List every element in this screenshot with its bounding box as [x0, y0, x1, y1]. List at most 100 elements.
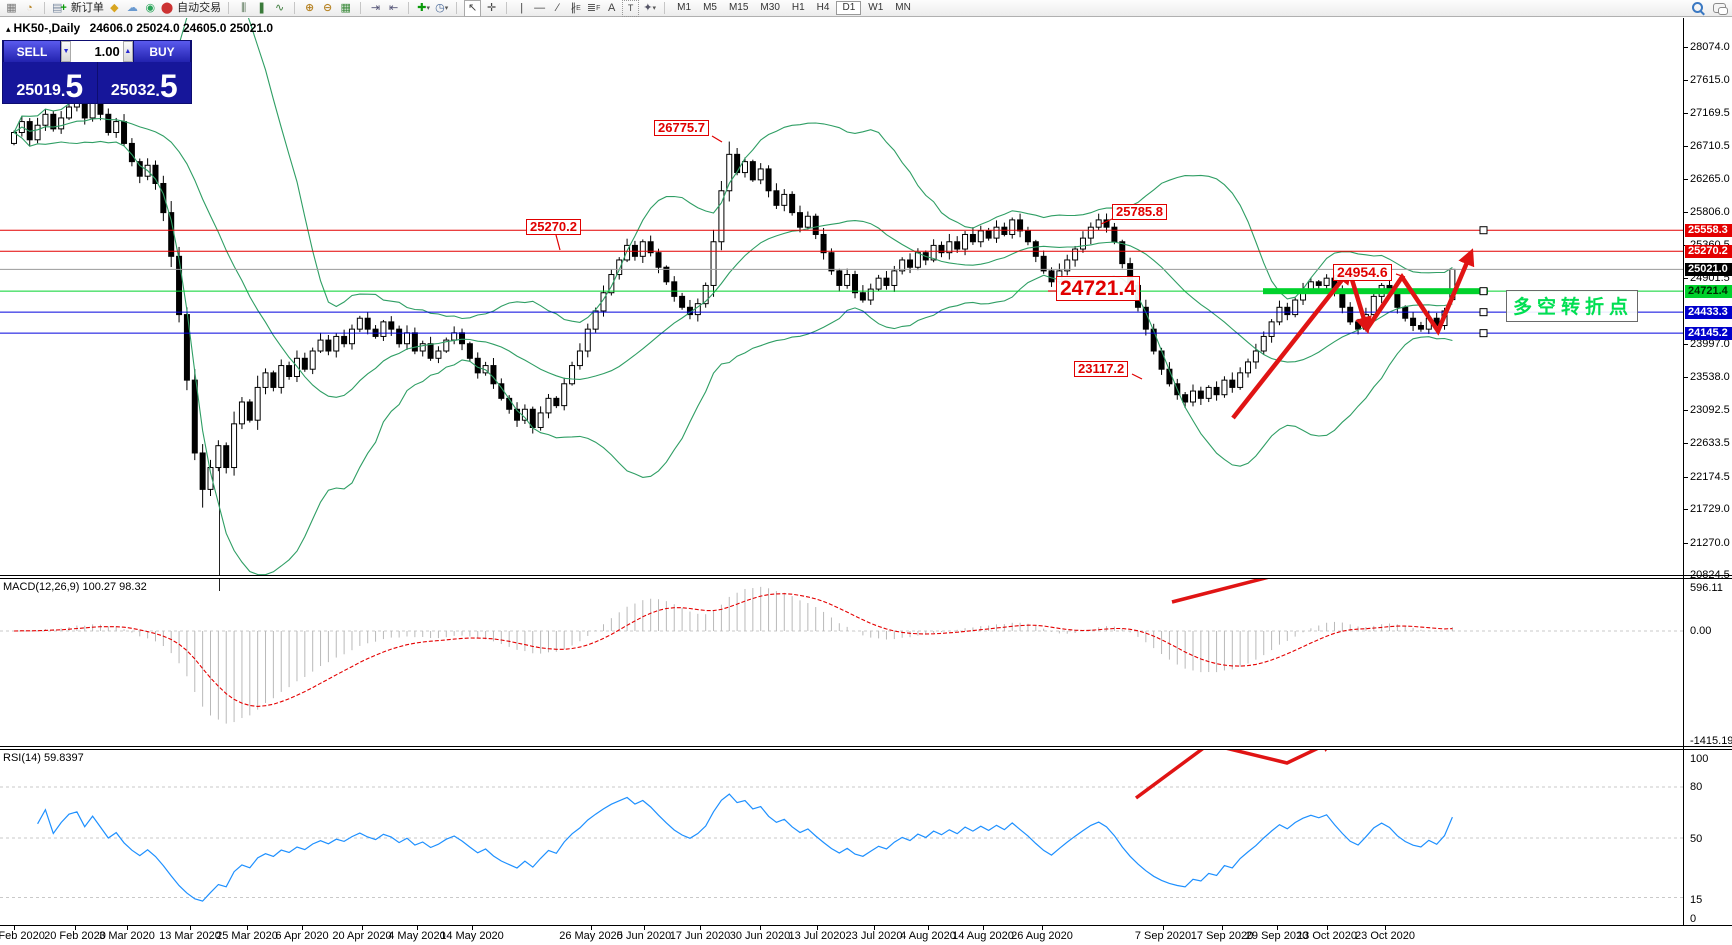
date-label[interactable]: 23 Jul 2020 [845, 930, 903, 942]
time-tick [14, 926, 15, 930]
date-label[interactable]: 25 Mar 2020 [216, 930, 278, 942]
date-label[interactable]: 7 Sep 2020 [1134, 930, 1192, 942]
timeframe-w1[interactable]: W1 [868, 2, 884, 13]
chart-shift-icon[interactable]: ⇤ [389, 1, 399, 14]
date-label[interactable]: 5 Jun 2020 [616, 930, 672, 942]
timeframe-mn[interactable]: MN [895, 2, 911, 13]
date-label[interactable]: 17 Jun 2020 [669, 930, 731, 942]
time-tick [127, 926, 128, 930]
chart-title: ▴ HK50-,Daily 24606.0 25024.0 24605.0 250… [6, 21, 273, 35]
buy-price[interactable]: 25032. 5 [98, 62, 192, 103]
volume-up-button[interactable]: ▲ [122, 41, 133, 62]
fibonacci-icon[interactable]: ≣ F [586, 1, 601, 14]
date-label[interactable]: 13 Mar 2020 [159, 930, 221, 942]
turning-point-label[interactable]: 多空转折点 [1506, 290, 1639, 322]
date-label[interactable]: 10 Feb 2020 [0, 930, 45, 942]
date-label[interactable]: 14 Aug 2020 [952, 930, 1014, 942]
chart-profile-icon[interactable]: ◔ [26, 1, 33, 14]
price-tick [1684, 409, 1688, 411]
indicators-icon[interactable]: ✚ ▾ [417, 1, 431, 14]
time-tick [700, 926, 701, 930]
rsi-axis-label: 50 [1690, 833, 1703, 845]
date-label[interactable]: 4 Aug 2020 [900, 930, 956, 942]
zoom-out-icon[interactable]: ⊖ [323, 1, 333, 14]
date-label[interactable]: 4 May 2020 [388, 930, 446, 942]
date-label[interactable]: 30 Jun 2020 [729, 930, 791, 942]
price-tick [1684, 443, 1688, 445]
new-window-icon[interactable]: ▦ [6, 1, 17, 14]
volume-down-button[interactable]: ▼ [61, 41, 72, 62]
rsi-panel-divider[interactable] [0, 746, 1732, 750]
line-chart-icon[interactable]: ∿ [275, 1, 285, 14]
time-tick [1327, 926, 1328, 930]
search-icon[interactable] [1692, 2, 1703, 13]
price-tick [1684, 178, 1688, 180]
volume-input[interactable] [71, 41, 123, 62]
periods-icon[interactable]: ◷ ▾ [435, 1, 449, 14]
bar-chart-icon[interactable]: ⫼ [241, 1, 247, 14]
market-icon[interactable]: ◆ [110, 1, 119, 14]
arrows-tool-icon[interactable]: ✦ ▾ [643, 1, 657, 14]
date-label[interactable]: 17 Sep 2020 [1190, 930, 1254, 942]
toolbar-separator [456, 2, 458, 14]
date-label[interactable]: 3 Mar 2020 [99, 930, 155, 942]
time-tick [1385, 926, 1386, 930]
timeframe-m5[interactable]: M5 [703, 2, 717, 13]
rsi-axis-label: 15 [1690, 894, 1703, 906]
macd-panel-divider[interactable] [0, 575, 1732, 579]
date-label[interactable]: 29 Sep 2020 [1245, 930, 1309, 942]
candlestick-chart-icon[interactable]: ❚ [257, 1, 267, 14]
text-icon[interactable]: A [607, 1, 616, 14]
annotation-label[interactable]: 23117.2 [1074, 361, 1129, 378]
text-label-icon[interactable]: T [622, 0, 640, 17]
date-label[interactable]: 13 Jul 2020 [788, 930, 846, 942]
tile-windows-icon[interactable]: ▦ [340, 1, 351, 14]
timeframe-m15[interactable]: M15 [728, 2, 749, 13]
community-icon[interactable]: ☁ [126, 1, 138, 14]
timeframe-d1[interactable]: D1 [836, 1, 862, 15]
signals-icon[interactable]: ◉ [145, 1, 156, 14]
trendline-icon[interactable]: ∕ [556, 1, 559, 14]
annotation-label[interactable]: 24954.6 [1333, 264, 1392, 282]
annotation-label[interactable]: 26775.7 [654, 120, 709, 137]
price-tick-label: 26710.5 [1690, 140, 1730, 153]
price-tick [1684, 575, 1688, 576]
date-label[interactable]: 20 Feb 2020 [44, 930, 106, 942]
buy-button[interactable]: BUY [133, 41, 191, 62]
date-label[interactable]: 26 Aug 2020 [1011, 930, 1073, 942]
collapse-marker-icon[interactable]: ▴ [6, 24, 11, 34]
price-line-label: 24433.3 [1685, 305, 1732, 319]
rsi-panel-canvas[interactable] [0, 750, 1690, 925]
new-order-button[interactable]: ▤ + 新订单 [52, 1, 104, 14]
zoom-in-icon[interactable]: ⊕ [305, 1, 315, 14]
date-label[interactable]: 20 Apr 2020 [332, 930, 392, 942]
timeframe-m30[interactable]: M30 [760, 2, 780, 13]
crosshair-icon[interactable]: ✛ [487, 1, 497, 14]
cursor-icon[interactable]: ↖ [464, 0, 482, 17]
autotrading-button[interactable]: ⬤ 自动交易 [160, 1, 222, 14]
annotation-label[interactable]: 25270.2 [526, 219, 581, 236]
timeframe-m1[interactable]: M1 [677, 2, 692, 13]
auto-scroll-icon[interactable]: ⇥ [371, 1, 381, 14]
horizontal-line-icon[interactable]: — [534, 1, 546, 14]
date-label[interactable]: 6 Apr 2020 [275, 930, 329, 942]
timeframe-h4[interactable]: H4 [816, 2, 830, 13]
main-chart-canvas[interactable] [0, 18, 1690, 575]
date-label[interactable]: 13 Oct 2020 [1297, 930, 1357, 942]
date-label[interactable]: 26 May 2020 [559, 930, 623, 942]
annotation-label[interactable]: 24721.4 [1056, 276, 1140, 302]
time-tick [817, 926, 818, 930]
channel-icon[interactable]: ∦ E [570, 1, 581, 14]
macd-panel-canvas[interactable] [0, 579, 1690, 746]
chat-icon[interactable] [1713, 2, 1728, 15]
date-label[interactable]: 23 Oct 2020 [1355, 930, 1415, 942]
price-tick [1684, 112, 1688, 114]
timeframe-h1[interactable]: H1 [791, 2, 805, 13]
vertical-line-icon[interactable]: | [520, 1, 524, 14]
sell-button[interactable]: SELL [3, 41, 61, 62]
annotation-label[interactable]: 25785.8 [1112, 204, 1167, 221]
toolbar-separator [664, 2, 666, 14]
date-label[interactable]: 14 May 2020 [440, 930, 504, 942]
sell-price[interactable]: 25019. 5 [3, 62, 98, 103]
price-line-label: 24145.2 [1685, 326, 1732, 340]
